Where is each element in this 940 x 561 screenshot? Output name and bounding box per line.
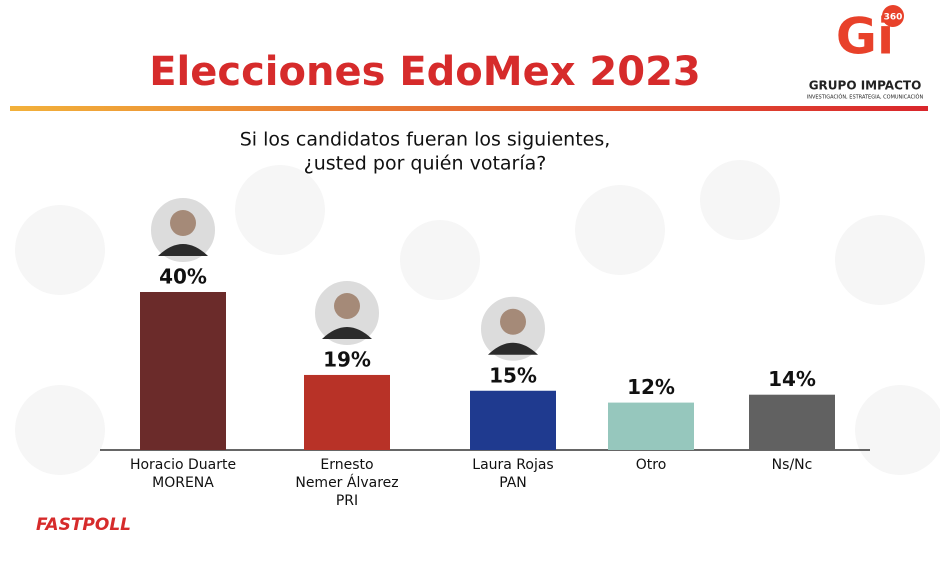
subtitle: ¿usted por quién votaría?	[304, 153, 547, 175]
bar	[608, 402, 694, 450]
photo-head	[500, 308, 526, 335]
bar	[140, 292, 226, 450]
logo: Gi 360 GRUPO IMPACTO INVESTIGACIÓN, ESTR…	[807, 5, 924, 101]
logo-name: GRUPO IMPACTO	[809, 79, 922, 93]
x-tick-label: Horacio Duarte	[130, 457, 236, 473]
value-label: 19%	[323, 347, 371, 371]
logo-badge: 360	[884, 13, 903, 23]
logo-badge-circle	[882, 5, 904, 27]
x-tick-label: Ns/Nc	[772, 457, 813, 473]
x-tick-label: PAN	[499, 475, 527, 491]
x-tick-label: MORENA	[152, 475, 214, 491]
value-label: 12%	[627, 375, 675, 399]
title-rule	[10, 106, 928, 111]
photo-body	[322, 326, 372, 339]
bar	[304, 374, 390, 450]
source: FASTPOLL	[36, 515, 131, 535]
x-tick-label: Otro	[636, 457, 667, 473]
x-tick-label: Ernesto	[320, 457, 373, 473]
x-tick-label: Nemer Álvarez	[295, 474, 398, 491]
value-label: 40%	[159, 265, 207, 289]
x-tick-label: Laura Rojas	[472, 457, 553, 473]
photo-body	[488, 342, 538, 355]
logo-tagline: INVESTIGACIÓN, ESTRATEGIA, COMUNICACIÓN	[807, 94, 924, 101]
x-tick-label: PRI	[336, 493, 358, 509]
value-label: 15%	[489, 363, 537, 387]
photo-head	[334, 292, 360, 319]
value-label: 14%	[768, 367, 816, 391]
background-pattern	[15, 160, 940, 475]
bar	[749, 394, 835, 450]
chart-title: Elecciones EdoMex 2023	[149, 49, 701, 95]
subtitle: Si los candidatos fueran los siguientes,	[240, 129, 611, 151]
bar	[470, 390, 556, 450]
photo-body	[158, 244, 208, 256]
photo-head	[170, 210, 196, 236]
